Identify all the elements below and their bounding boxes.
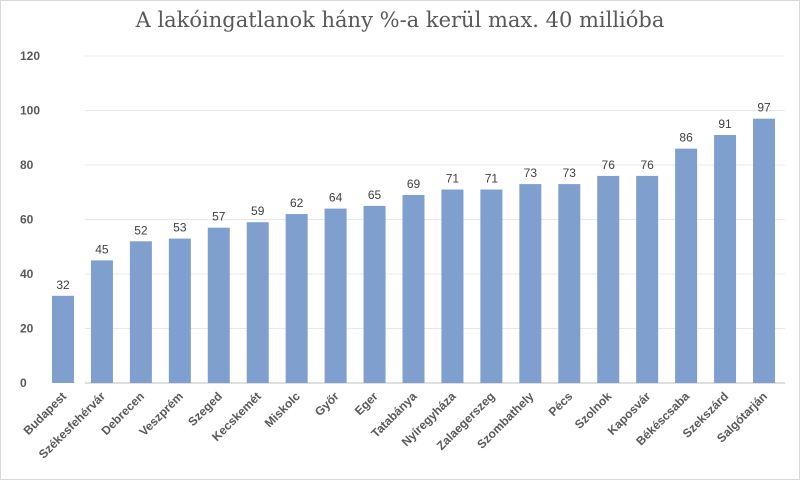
category-label: Miskolc [262,389,303,430]
data-label: 62 [290,196,304,210]
bar [52,295,74,383]
y-tick-label: 100 [20,104,40,118]
data-label: 57 [212,210,226,224]
data-label: 52 [134,223,148,237]
bar [519,184,542,383]
data-label: 73 [524,166,538,180]
bar [558,184,581,383]
data-label: 91 [718,117,732,131]
bar [324,208,347,383]
bar [675,148,698,383]
data-label: 45 [95,242,109,256]
bar [714,135,737,383]
y-tick-label: 20 [20,322,34,336]
data-label: 71 [446,172,460,186]
chart-title: A lakóingatlanok hány %-a kerül max. 40 … [135,8,665,32]
data-label: 76 [602,158,616,172]
y-tick-label: 40 [20,267,34,281]
bar [285,214,308,383]
data-label: 65 [368,188,382,202]
bar [636,175,659,383]
data-label: 59 [251,204,265,218]
data-label: 71 [485,172,499,186]
bar [441,189,464,383]
bar [168,238,191,383]
y-tick-label: 80 [20,158,34,172]
bar [402,194,425,383]
bar [597,175,620,383]
data-label: 73 [563,166,577,180]
data-label: 64 [329,191,343,205]
category-label: Pécs [546,389,576,419]
data-label: 53 [173,221,187,235]
category-label: Eger [352,389,381,418]
bar [90,260,113,383]
bar [207,227,230,383]
bar [129,241,152,383]
category-label: Győr [312,389,342,419]
bar [246,222,269,383]
data-label: 76 [640,158,654,172]
data-label: 97 [757,101,771,115]
bar [753,118,775,384]
y-tick-label: 60 [20,213,34,227]
data-label: 69 [407,177,421,191]
y-tick-label: 0 [20,376,27,390]
data-label: 32 [56,278,70,292]
data-label: 86 [679,131,693,145]
bar [480,189,503,383]
category-label: Székesfehérvár [36,389,108,461]
bar [363,205,386,383]
y-tick-label: 120 [20,49,40,63]
